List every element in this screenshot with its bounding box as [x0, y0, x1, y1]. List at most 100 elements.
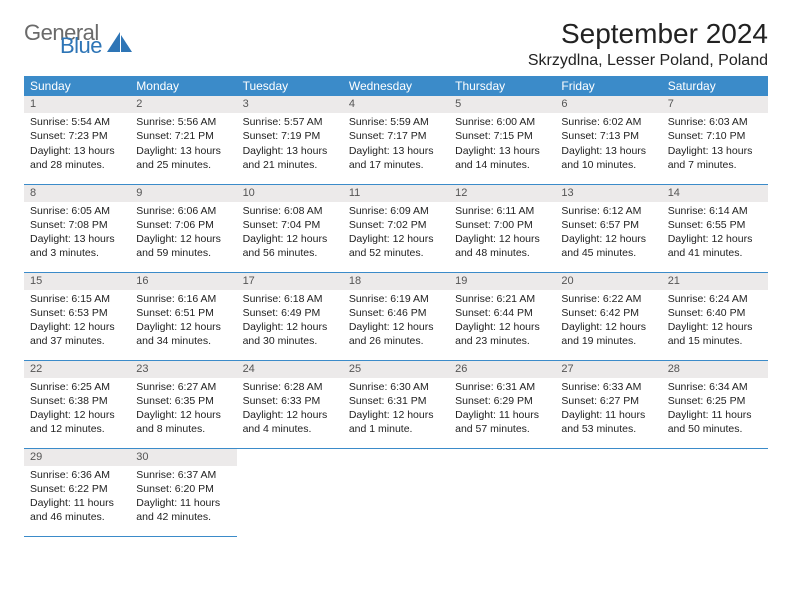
calendar-cell: 1Sunrise: 5:54 AMSunset: 7:23 PMDaylight…: [24, 96, 130, 184]
sunrise-line: Sunrise: 6:14 AM: [668, 204, 762, 218]
calendar-cell: 2Sunrise: 5:56 AMSunset: 7:21 PMDaylight…: [130, 96, 236, 184]
day-number: 30: [130, 449, 236, 466]
calendar-cell: 22Sunrise: 6:25 AMSunset: 6:38 PMDayligh…: [24, 360, 130, 448]
sunrise-line: Sunrise: 6:37 AM: [136, 468, 230, 482]
sunset-line: Sunset: 6:53 PM: [30, 306, 124, 320]
calendar-week: 29Sunrise: 6:36 AMSunset: 6:22 PMDayligh…: [24, 448, 768, 536]
sunset-line: Sunset: 7:08 PM: [30, 218, 124, 232]
daylight-line: Daylight: 11 hours and 53 minutes.: [561, 408, 655, 436]
day-number: 8: [24, 185, 130, 202]
sunrise-line: Sunrise: 6:18 AM: [243, 292, 337, 306]
daylight-line: Daylight: 12 hours and 37 minutes.: [30, 320, 124, 348]
sunrise-line: Sunrise: 6:34 AM: [668, 380, 762, 394]
daylight-line: Daylight: 13 hours and 7 minutes.: [668, 144, 762, 172]
day-number: 20: [555, 273, 661, 290]
calendar-cell: 17Sunrise: 6:18 AMSunset: 6:49 PMDayligh…: [237, 272, 343, 360]
sunrise-line: Sunrise: 6:22 AM: [561, 292, 655, 306]
sunrise-line: Sunrise: 5:56 AM: [136, 115, 230, 129]
calendar-cell: 8Sunrise: 6:05 AMSunset: 7:08 PMDaylight…: [24, 184, 130, 272]
calendar-cell: 10Sunrise: 6:08 AMSunset: 7:04 PMDayligh…: [237, 184, 343, 272]
calendar-cell: 15Sunrise: 6:15 AMSunset: 6:53 PMDayligh…: [24, 272, 130, 360]
day-details: Sunrise: 6:19 AMSunset: 6:46 PMDaylight:…: [343, 290, 449, 353]
calendar-cell: [662, 448, 768, 536]
sunset-line: Sunset: 6:51 PM: [136, 306, 230, 320]
sunset-line: Sunset: 7:06 PM: [136, 218, 230, 232]
day-details: Sunrise: 6:27 AMSunset: 6:35 PMDaylight:…: [130, 378, 236, 441]
calendar-cell: 26Sunrise: 6:31 AMSunset: 6:29 PMDayligh…: [449, 360, 555, 448]
sunrise-line: Sunrise: 6:03 AM: [668, 115, 762, 129]
sunrise-line: Sunrise: 6:08 AM: [243, 204, 337, 218]
day-number: 29: [24, 449, 130, 466]
calendar-head: SundayMondayTuesdayWednesdayThursdayFrid…: [24, 76, 768, 96]
day-details: Sunrise: 6:18 AMSunset: 6:49 PMDaylight:…: [237, 290, 343, 353]
day-number: 17: [237, 273, 343, 290]
calendar-table: SundayMondayTuesdayWednesdayThursdayFrid…: [24, 76, 768, 537]
sunrise-line: Sunrise: 6:12 AM: [561, 204, 655, 218]
day-details: Sunrise: 6:28 AMSunset: 6:33 PMDaylight:…: [237, 378, 343, 441]
month-title: September 2024: [528, 18, 768, 50]
day-number: 27: [555, 361, 661, 378]
sunrise-line: Sunrise: 6:15 AM: [30, 292, 124, 306]
daylight-line: Daylight: 12 hours and 30 minutes.: [243, 320, 337, 348]
sunset-line: Sunset: 6:46 PM: [349, 306, 443, 320]
day-details: Sunrise: 6:02 AMSunset: 7:13 PMDaylight:…: [555, 113, 661, 176]
sunset-line: Sunset: 7:04 PM: [243, 218, 337, 232]
calendar-cell: 12Sunrise: 6:11 AMSunset: 7:00 PMDayligh…: [449, 184, 555, 272]
day-details: Sunrise: 6:11 AMSunset: 7:00 PMDaylight:…: [449, 202, 555, 265]
calendar-cell: 25Sunrise: 6:30 AMSunset: 6:31 PMDayligh…: [343, 360, 449, 448]
day-details: Sunrise: 5:56 AMSunset: 7:21 PMDaylight:…: [130, 113, 236, 176]
calendar-week: 1Sunrise: 5:54 AMSunset: 7:23 PMDaylight…: [24, 96, 768, 184]
day-number: 4: [343, 96, 449, 113]
sunrise-line: Sunrise: 6:33 AM: [561, 380, 655, 394]
day-details: Sunrise: 6:12 AMSunset: 6:57 PMDaylight:…: [555, 202, 661, 265]
daylight-line: Daylight: 12 hours and 59 minutes.: [136, 232, 230, 260]
day-details: Sunrise: 6:15 AMSunset: 6:53 PMDaylight:…: [24, 290, 130, 353]
day-details: Sunrise: 6:36 AMSunset: 6:22 PMDaylight:…: [24, 466, 130, 529]
day-details: Sunrise: 6:16 AMSunset: 6:51 PMDaylight:…: [130, 290, 236, 353]
day-details: Sunrise: 6:06 AMSunset: 7:06 PMDaylight:…: [130, 202, 236, 265]
day-number: 5: [449, 96, 555, 113]
weekday-header: Monday: [130, 76, 236, 96]
day-details: Sunrise: 6:08 AMSunset: 7:04 PMDaylight:…: [237, 202, 343, 265]
day-number: 22: [24, 361, 130, 378]
calendar-cell: 19Sunrise: 6:21 AMSunset: 6:44 PMDayligh…: [449, 272, 555, 360]
day-details: Sunrise: 6:37 AMSunset: 6:20 PMDaylight:…: [130, 466, 236, 529]
weekday-header: Sunday: [24, 76, 130, 96]
sunset-line: Sunset: 7:17 PM: [349, 129, 443, 143]
sunset-line: Sunset: 7:19 PM: [243, 129, 337, 143]
sunrise-line: Sunrise: 6:27 AM: [136, 380, 230, 394]
calendar-cell: 13Sunrise: 6:12 AMSunset: 6:57 PMDayligh…: [555, 184, 661, 272]
title-block: September 2024 Skrzydlna, Lesser Poland,…: [528, 18, 768, 70]
sunset-line: Sunset: 6:49 PM: [243, 306, 337, 320]
sunrise-line: Sunrise: 6:28 AM: [243, 380, 337, 394]
sunrise-line: Sunrise: 6:21 AM: [455, 292, 549, 306]
day-details: Sunrise: 6:14 AMSunset: 6:55 PMDaylight:…: [662, 202, 768, 265]
calendar-week: 15Sunrise: 6:15 AMSunset: 6:53 PMDayligh…: [24, 272, 768, 360]
daylight-line: Daylight: 13 hours and 3 minutes.: [30, 232, 124, 260]
calendar-cell: 18Sunrise: 6:19 AMSunset: 6:46 PMDayligh…: [343, 272, 449, 360]
daylight-line: Daylight: 12 hours and 4 minutes.: [243, 408, 337, 436]
calendar-cell: [343, 448, 449, 536]
day-number: 9: [130, 185, 236, 202]
daylight-line: Daylight: 12 hours and 19 minutes.: [561, 320, 655, 348]
sunrise-line: Sunrise: 5:54 AM: [30, 115, 124, 129]
sunrise-line: Sunrise: 6:09 AM: [349, 204, 443, 218]
calendar-cell: [449, 448, 555, 536]
daylight-line: Daylight: 11 hours and 57 minutes.: [455, 408, 549, 436]
day-number: 6: [555, 96, 661, 113]
daylight-line: Daylight: 12 hours and 48 minutes.: [455, 232, 549, 260]
sunset-line: Sunset: 6:27 PM: [561, 394, 655, 408]
daylight-line: Daylight: 13 hours and 25 minutes.: [136, 144, 230, 172]
sunset-line: Sunset: 6:44 PM: [455, 306, 549, 320]
daylight-line: Daylight: 12 hours and 23 minutes.: [455, 320, 549, 348]
daylight-line: Daylight: 12 hours and 12 minutes.: [30, 408, 124, 436]
daylight-line: Daylight: 12 hours and 56 minutes.: [243, 232, 337, 260]
day-details: Sunrise: 5:57 AMSunset: 7:19 PMDaylight:…: [237, 113, 343, 176]
sunrise-line: Sunrise: 5:57 AM: [243, 115, 337, 129]
daylight-line: Daylight: 12 hours and 1 minute.: [349, 408, 443, 436]
sunset-line: Sunset: 6:25 PM: [668, 394, 762, 408]
day-number: 24: [237, 361, 343, 378]
calendar-cell: [555, 448, 661, 536]
sunset-line: Sunset: 6:33 PM: [243, 394, 337, 408]
day-number: 2: [130, 96, 236, 113]
